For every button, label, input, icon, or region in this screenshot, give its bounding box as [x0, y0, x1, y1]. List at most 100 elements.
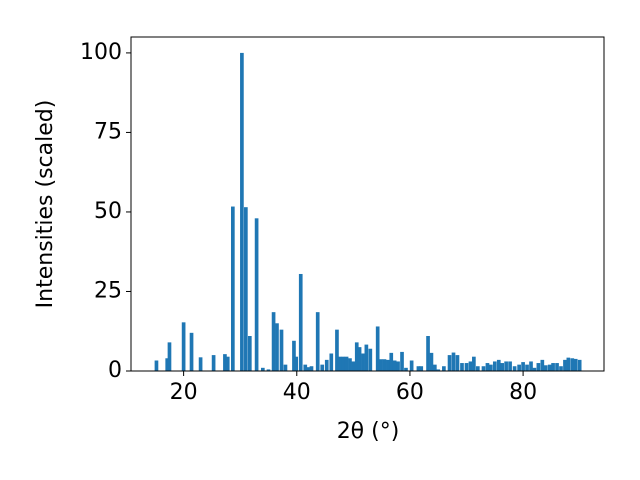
bar — [475, 366, 480, 371]
bar — [426, 336, 430, 371]
bar — [485, 363, 490, 371]
x-tick-label: 80 — [509, 380, 537, 405]
y-axis-label: Intensities (scaled) — [33, 100, 58, 309]
bar — [496, 359, 501, 371]
bar — [532, 367, 537, 371]
bar — [455, 355, 460, 371]
bar — [481, 366, 486, 371]
bar — [154, 360, 159, 371]
bar — [416, 366, 421, 371]
bar — [244, 207, 248, 371]
y-tick-label: 75 — [94, 119, 122, 144]
bar — [555, 363, 559, 371]
bar — [525, 364, 529, 371]
bar — [432, 364, 437, 371]
bar — [540, 359, 545, 371]
bar — [396, 361, 400, 371]
bar — [357, 347, 362, 371]
y-tick-label: 0 — [108, 358, 122, 383]
bar — [320, 364, 325, 371]
bar — [375, 326, 380, 371]
bar — [348, 358, 352, 371]
bar — [283, 364, 288, 371]
bar — [543, 365, 548, 371]
bar — [189, 332, 194, 371]
bar — [573, 358, 578, 371]
plot-frame — [130, 36, 605, 372]
bar — [364, 344, 369, 371]
bar — [566, 357, 571, 371]
bar — [570, 358, 575, 371]
bar — [472, 356, 476, 371]
bar — [329, 353, 334, 371]
bar — [344, 356, 349, 371]
x-axis-label: 2θ (°) — [337, 419, 400, 444]
bar — [563, 359, 567, 371]
y-tick-label: 50 — [94, 199, 122, 224]
bar — [442, 366, 446, 371]
bar — [517, 364, 521, 371]
bar — [294, 356, 299, 371]
bar — [211, 355, 216, 371]
bar — [379, 359, 383, 371]
bar — [279, 329, 284, 371]
bar — [551, 363, 555, 371]
bar — [500, 363, 504, 371]
bar — [271, 312, 276, 371]
bar — [231, 206, 235, 371]
bar — [292, 340, 296, 371]
bar — [181, 322, 186, 371]
bar — [404, 367, 408, 371]
bar — [521, 362, 525, 371]
bar — [382, 359, 387, 371]
bar — [335, 329, 339, 371]
y-tick-label: 100 — [80, 40, 122, 65]
x-tick-label: 20 — [170, 380, 198, 405]
bar — [464, 363, 469, 371]
bar — [361, 353, 365, 371]
bar — [167, 342, 172, 371]
bar — [400, 351, 404, 371]
bar — [303, 364, 308, 371]
bar — [529, 361, 533, 371]
bar — [547, 364, 552, 371]
bar — [389, 352, 394, 371]
bar — [392, 360, 397, 371]
bar — [225, 356, 230, 371]
bar — [351, 361, 356, 371]
bar — [306, 367, 310, 371]
bar — [368, 348, 373, 371]
bar — [436, 369, 441, 371]
bar — [260, 367, 265, 371]
bar — [492, 361, 497, 371]
bar — [451, 352, 456, 371]
bar — [354, 342, 359, 371]
bar — [447, 355, 452, 371]
bar — [577, 359, 582, 371]
bar — [198, 357, 203, 371]
bar — [512, 366, 517, 371]
bar — [419, 366, 424, 371]
y-tick-label: 25 — [94, 278, 122, 303]
bar — [254, 218, 259, 371]
bar — [409, 360, 414, 371]
x-tick-label: 60 — [396, 380, 424, 405]
bar — [386, 359, 390, 371]
x-tick-label: 40 — [283, 380, 311, 405]
bar — [240, 52, 244, 372]
bar — [315, 312, 320, 371]
bar — [429, 352, 434, 371]
bar — [223, 354, 227, 371]
bar — [508, 361, 512, 371]
bar — [165, 358, 170, 371]
bar — [309, 366, 314, 371]
bar — [559, 366, 563, 371]
bar — [298, 273, 303, 371]
bar — [337, 356, 342, 371]
bar — [460, 363, 464, 371]
bar — [468, 361, 473, 371]
bar — [341, 356, 346, 371]
bar — [247, 336, 252, 371]
bar — [324, 359, 329, 371]
